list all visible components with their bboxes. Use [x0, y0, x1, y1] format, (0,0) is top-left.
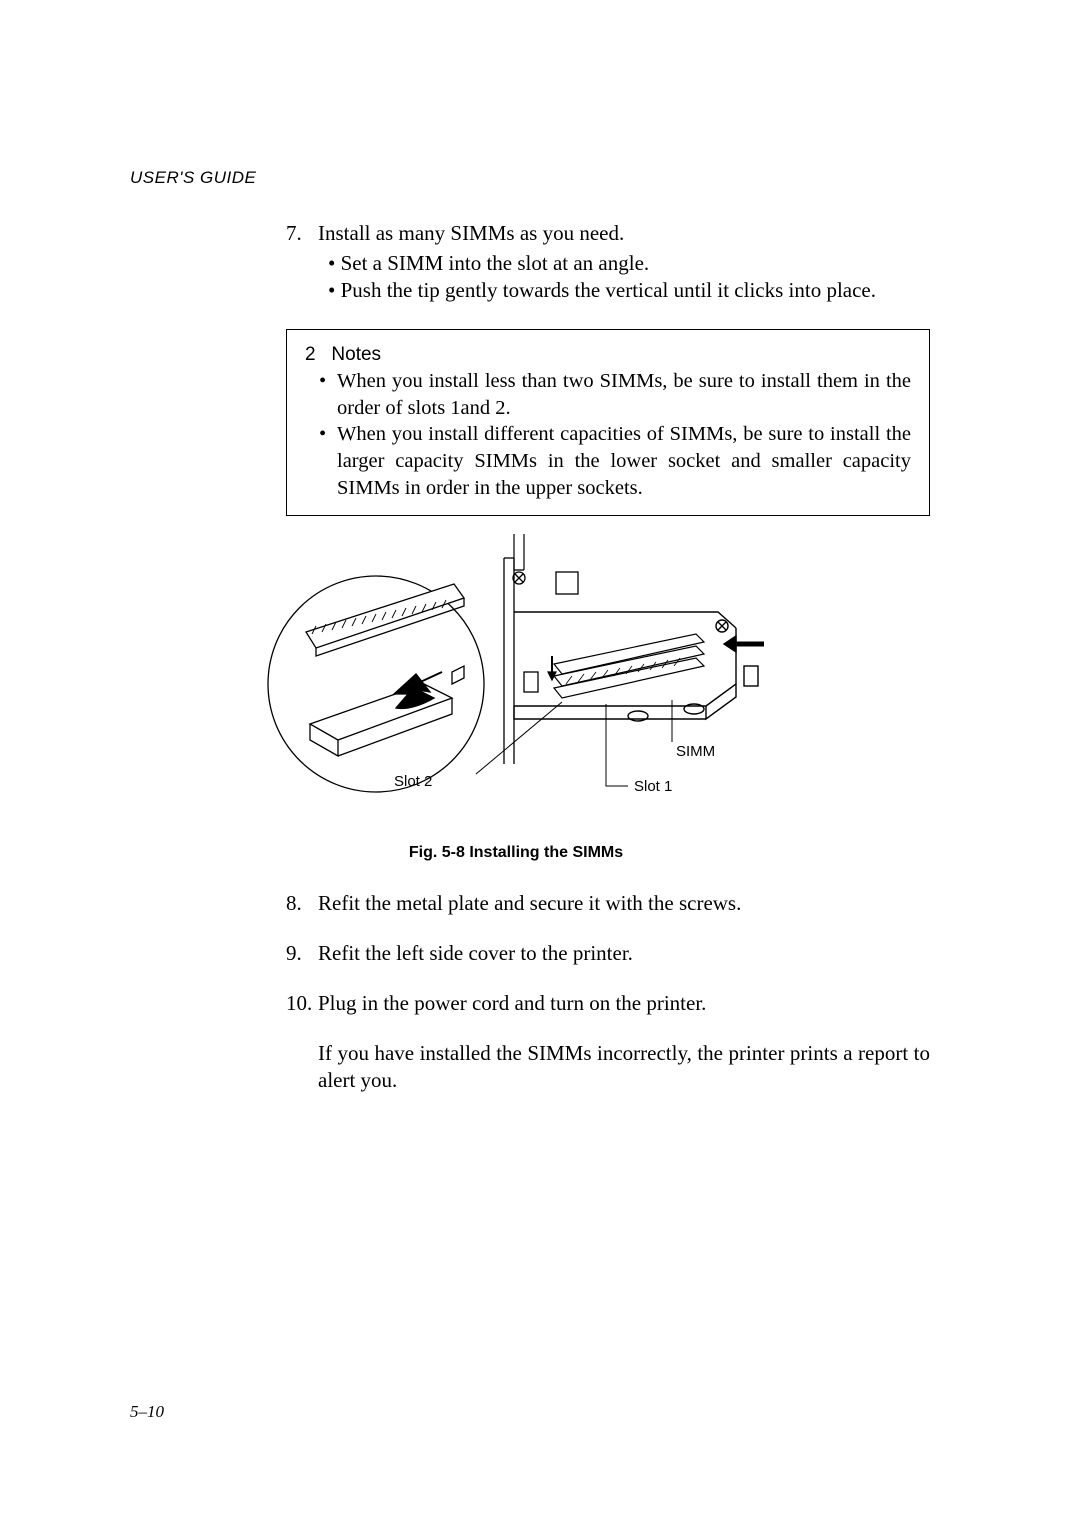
- step-9-number: 9.: [286, 940, 302, 968]
- page-number: 5–10: [130, 1402, 164, 1422]
- step-7-number: 7.: [286, 220, 302, 248]
- figure-label-slot1: Slot 1: [634, 778, 672, 795]
- tail-paragraph: If you have installed the SIMMs incorrec…: [318, 1040, 930, 1095]
- step-8: 8. Refit the metal plate and secure it w…: [286, 890, 930, 918]
- notes-box: 2 Notes When you install less than two S…: [286, 329, 930, 516]
- step-7-text: Install as many SIMMs as you need.: [318, 221, 624, 245]
- step-7: 7. Install as many SIMMs as you need. • …: [286, 220, 930, 305]
- page-root: USER'S GUIDE 7. Install as many SIMMs as…: [0, 0, 1080, 1528]
- step-8-text: Refit the metal plate and secure it with…: [318, 891, 741, 915]
- simm-install-illustration: SIMM Slot 1 Slot 2: [266, 534, 766, 834]
- step-10: 10. Plug in the power cord and turn on t…: [286, 990, 930, 1018]
- figure-label-simm: SIMM: [676, 743, 715, 760]
- step-8-number: 8.: [286, 890, 302, 918]
- notes-item-1: When you install less than two SIMMs, be…: [319, 368, 911, 421]
- notes-heading-word: Notes: [331, 344, 381, 365]
- step-10-number: 10.: [286, 990, 312, 1018]
- steps-after-figure: 8. Refit the metal plate and secure it w…: [286, 890, 930, 1095]
- step-9: 9. Refit the left side cover to the prin…: [286, 940, 930, 968]
- figure-label-slot2: Slot 2: [394, 773, 432, 790]
- figure-5-8: SIMM Slot 1 Slot 2 Fig. 5-8 Installing t…: [266, 534, 766, 862]
- step-9-text: Refit the left side cover to the printer…: [318, 941, 633, 965]
- notes-heading-prefix: 2: [305, 344, 316, 365]
- figure-caption: Fig. 5-8 Installing the SIMMs: [266, 844, 766, 862]
- notes-item-2: When you install different capacities of…: [319, 421, 911, 501]
- notes-list: When you install less than two SIMMs, be…: [305, 368, 911, 501]
- content-column: 7. Install as many SIMMs as you need. • …: [286, 220, 930, 1095]
- step-7-bullets: • Set a SIMM into the slot at an angle. …: [318, 250, 930, 305]
- step-10-text: Plug in the power cord and turn on the p…: [318, 991, 706, 1015]
- step-7-bullet-2: • Push the tip gently towards the vertic…: [328, 277, 930, 305]
- step-7-bullet-1: • Set a SIMM into the slot at an angle.: [328, 250, 930, 278]
- notes-heading: 2 Notes: [305, 344, 911, 366]
- page-header: USER'S GUIDE: [130, 168, 950, 188]
